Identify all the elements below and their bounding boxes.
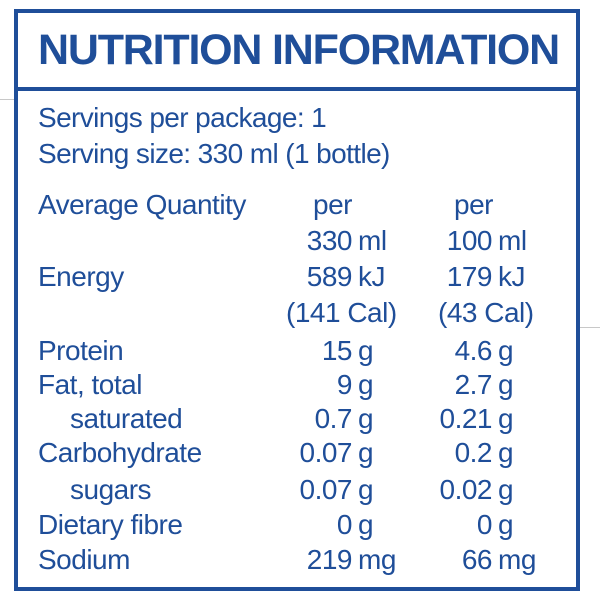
table-row-protein: Protein 15 g 4.6 g — [18, 334, 576, 368]
nutrient-col2-unit: g — [498, 474, 514, 505]
table-row-energy: Energy 589 kJ 179 kJ — [18, 260, 576, 294]
header-col2-unit: ml — [498, 225, 527, 256]
nutrient-col1-value: 219 — [306, 544, 353, 575]
nutrient-col1-unit: g — [358, 474, 374, 505]
table-row-fat-total: Fat, total 9 g 2.7 g — [18, 368, 576, 402]
serving-size: Serving size: 330 ml (1 bottle) — [38, 138, 390, 169]
nutrient-label: Sodium — [38, 544, 130, 575]
nutrient-col1-unit: g — [358, 369, 374, 400]
nutrient-label: Carbohydrate — [38, 437, 202, 468]
header-col1-unit: ml — [358, 225, 387, 256]
nutrient-col1-value: 15 — [321, 335, 353, 366]
title-divider — [18, 87, 576, 91]
nutrient-col1-value: 9 — [336, 369, 353, 400]
header-col1-qty: 330 — [306, 225, 353, 256]
nutrition-panel: NUTRITION INFORMATION Servings per packa… — [14, 9, 580, 591]
nutrient-col1-value: 0 — [336, 509, 353, 540]
nutrient-label: Protein — [38, 335, 124, 366]
crop-mark-left — [0, 99, 14, 100]
energy-col1-value: 589 — [306, 261, 353, 292]
table-header-units-row: 330 ml 100 ml — [18, 224, 576, 258]
header-col2-per: per — [454, 189, 493, 220]
table-row-saturated: saturated 0.7 g 0.21 g — [18, 402, 576, 436]
panel-title: NUTRITION INFORMATION — [38, 26, 560, 74]
nutrient-col2-unit: g — [498, 403, 514, 434]
nutrient-col2-value: 66 — [461, 544, 493, 575]
nutrient-col2-unit: g — [498, 437, 514, 468]
table-row-dietary-fibre: Dietary fibre 0 g 0 g — [18, 508, 576, 542]
nutrient-col2-unit: g — [498, 369, 514, 400]
nutrient-col1-value: 0.07 — [299, 474, 353, 505]
nutrient-label: Dietary fibre — [38, 509, 183, 540]
header-col1-per: per — [313, 189, 352, 220]
nutrient-col2-value: 0.21 — [439, 403, 493, 434]
servings-per-package: Servings per package: 1 — [38, 102, 327, 133]
nutrient-col1-value: 0.7 — [314, 403, 353, 434]
nutrient-col2-value: 4.6 — [454, 335, 493, 366]
nutrient-col2-value: 2.7 — [454, 369, 493, 400]
header-average-quantity: Average Quantity — [38, 189, 246, 220]
nutrient-col1-unit: g — [358, 437, 374, 468]
nutrient-col1-unit: mg — [358, 544, 396, 575]
nutrient-col2-value: 0.02 — [439, 474, 493, 505]
nutrient-col2-unit: g — [498, 335, 514, 366]
nutrient-col2-value: 0.2 — [454, 437, 493, 468]
crop-mark-right — [580, 327, 600, 328]
header-col2-qty: 100 — [446, 225, 493, 256]
table-row-sodium: Sodium 219 mg 66 mg — [18, 543, 576, 577]
nutrient-label: Fat, total — [38, 369, 142, 400]
energy-label: Energy — [38, 261, 124, 292]
table-row-energy-cal: (141 Cal) (43 Cal) — [18, 296, 576, 330]
energy-col2-unit: kJ — [498, 261, 526, 292]
energy-col2-cal: (43 Cal) — [438, 297, 534, 328]
nutrient-label: saturated — [70, 403, 183, 434]
table-row-carbohydrate: Carbohydrate 0.07 g 0.2 g — [18, 436, 576, 470]
energy-col2-value: 179 — [446, 261, 493, 292]
nutrient-col1-unit: g — [358, 509, 374, 540]
nutrient-col1-value: 0.07 — [299, 437, 353, 468]
nutrient-col2-value: 0 — [476, 509, 493, 540]
nutrient-col2-unit: g — [498, 509, 514, 540]
nutrient-col1-unit: g — [358, 335, 374, 366]
energy-col1-unit: kJ — [358, 261, 386, 292]
nutrient-col2-unit: mg — [498, 544, 536, 575]
nutrient-label: sugars — [70, 474, 152, 505]
energy-col1-cal: (141 Cal) — [286, 297, 397, 328]
nutrient-col1-unit: g — [358, 403, 374, 434]
table-header-row: Average Quantity per per — [18, 188, 576, 222]
table-row-sugars: sugars 0.07 g 0.02 g — [18, 473, 576, 507]
